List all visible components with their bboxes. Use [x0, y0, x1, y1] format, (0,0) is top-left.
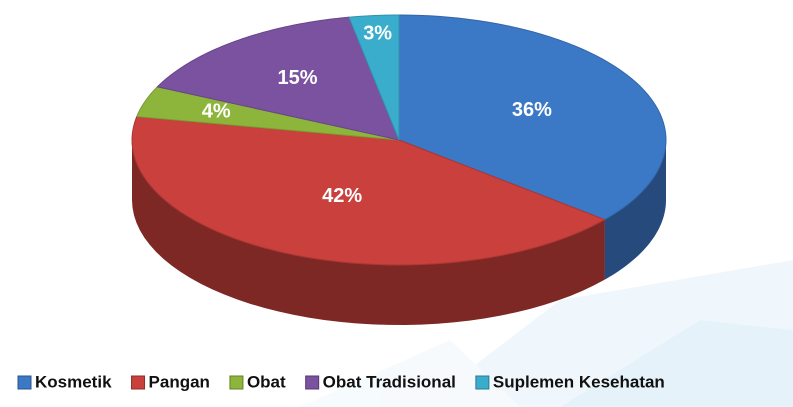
data-label: 36%	[512, 99, 552, 121]
slice-top	[131, 116, 606, 266]
slice-top	[156, 16, 400, 141]
slice-top	[136, 86, 400, 141]
background-decoration	[300, 260, 793, 407]
legend-swatch	[305, 375, 320, 390]
legend-swatch	[131, 375, 146, 390]
legend-swatch	[229, 375, 244, 390]
legend-label: Pangan	[149, 372, 210, 391]
legend-label: Obat	[247, 372, 286, 391]
data-label: 15%	[278, 67, 318, 89]
slice-side	[132, 140, 605, 325]
data-label: 4%	[202, 100, 231, 122]
slice-top	[398, 14, 667, 221]
legend-label: Kosmetik	[35, 372, 112, 391]
slice	[136, 86, 400, 141]
legend-swatch	[475, 375, 490, 390]
slice-top	[348, 14, 400, 141]
slice	[131, 116, 606, 325]
legend-label: Obat Tradisional	[323, 372, 456, 391]
slice-side	[604, 140, 666, 280]
legend-label: Suplemen Kesehatan	[493, 372, 665, 391]
pie: 36% 42% 4% 15% 3%	[131, 14, 667, 325]
data-label: 42%	[322, 185, 362, 207]
legend: Kosmetik Pangan Obat Obat Tradisional Suplem…	[17, 372, 665, 391]
slice	[348, 14, 400, 141]
slice	[156, 16, 400, 141]
legend-swatch	[17, 375, 32, 390]
data-label: 3%	[363, 23, 392, 45]
